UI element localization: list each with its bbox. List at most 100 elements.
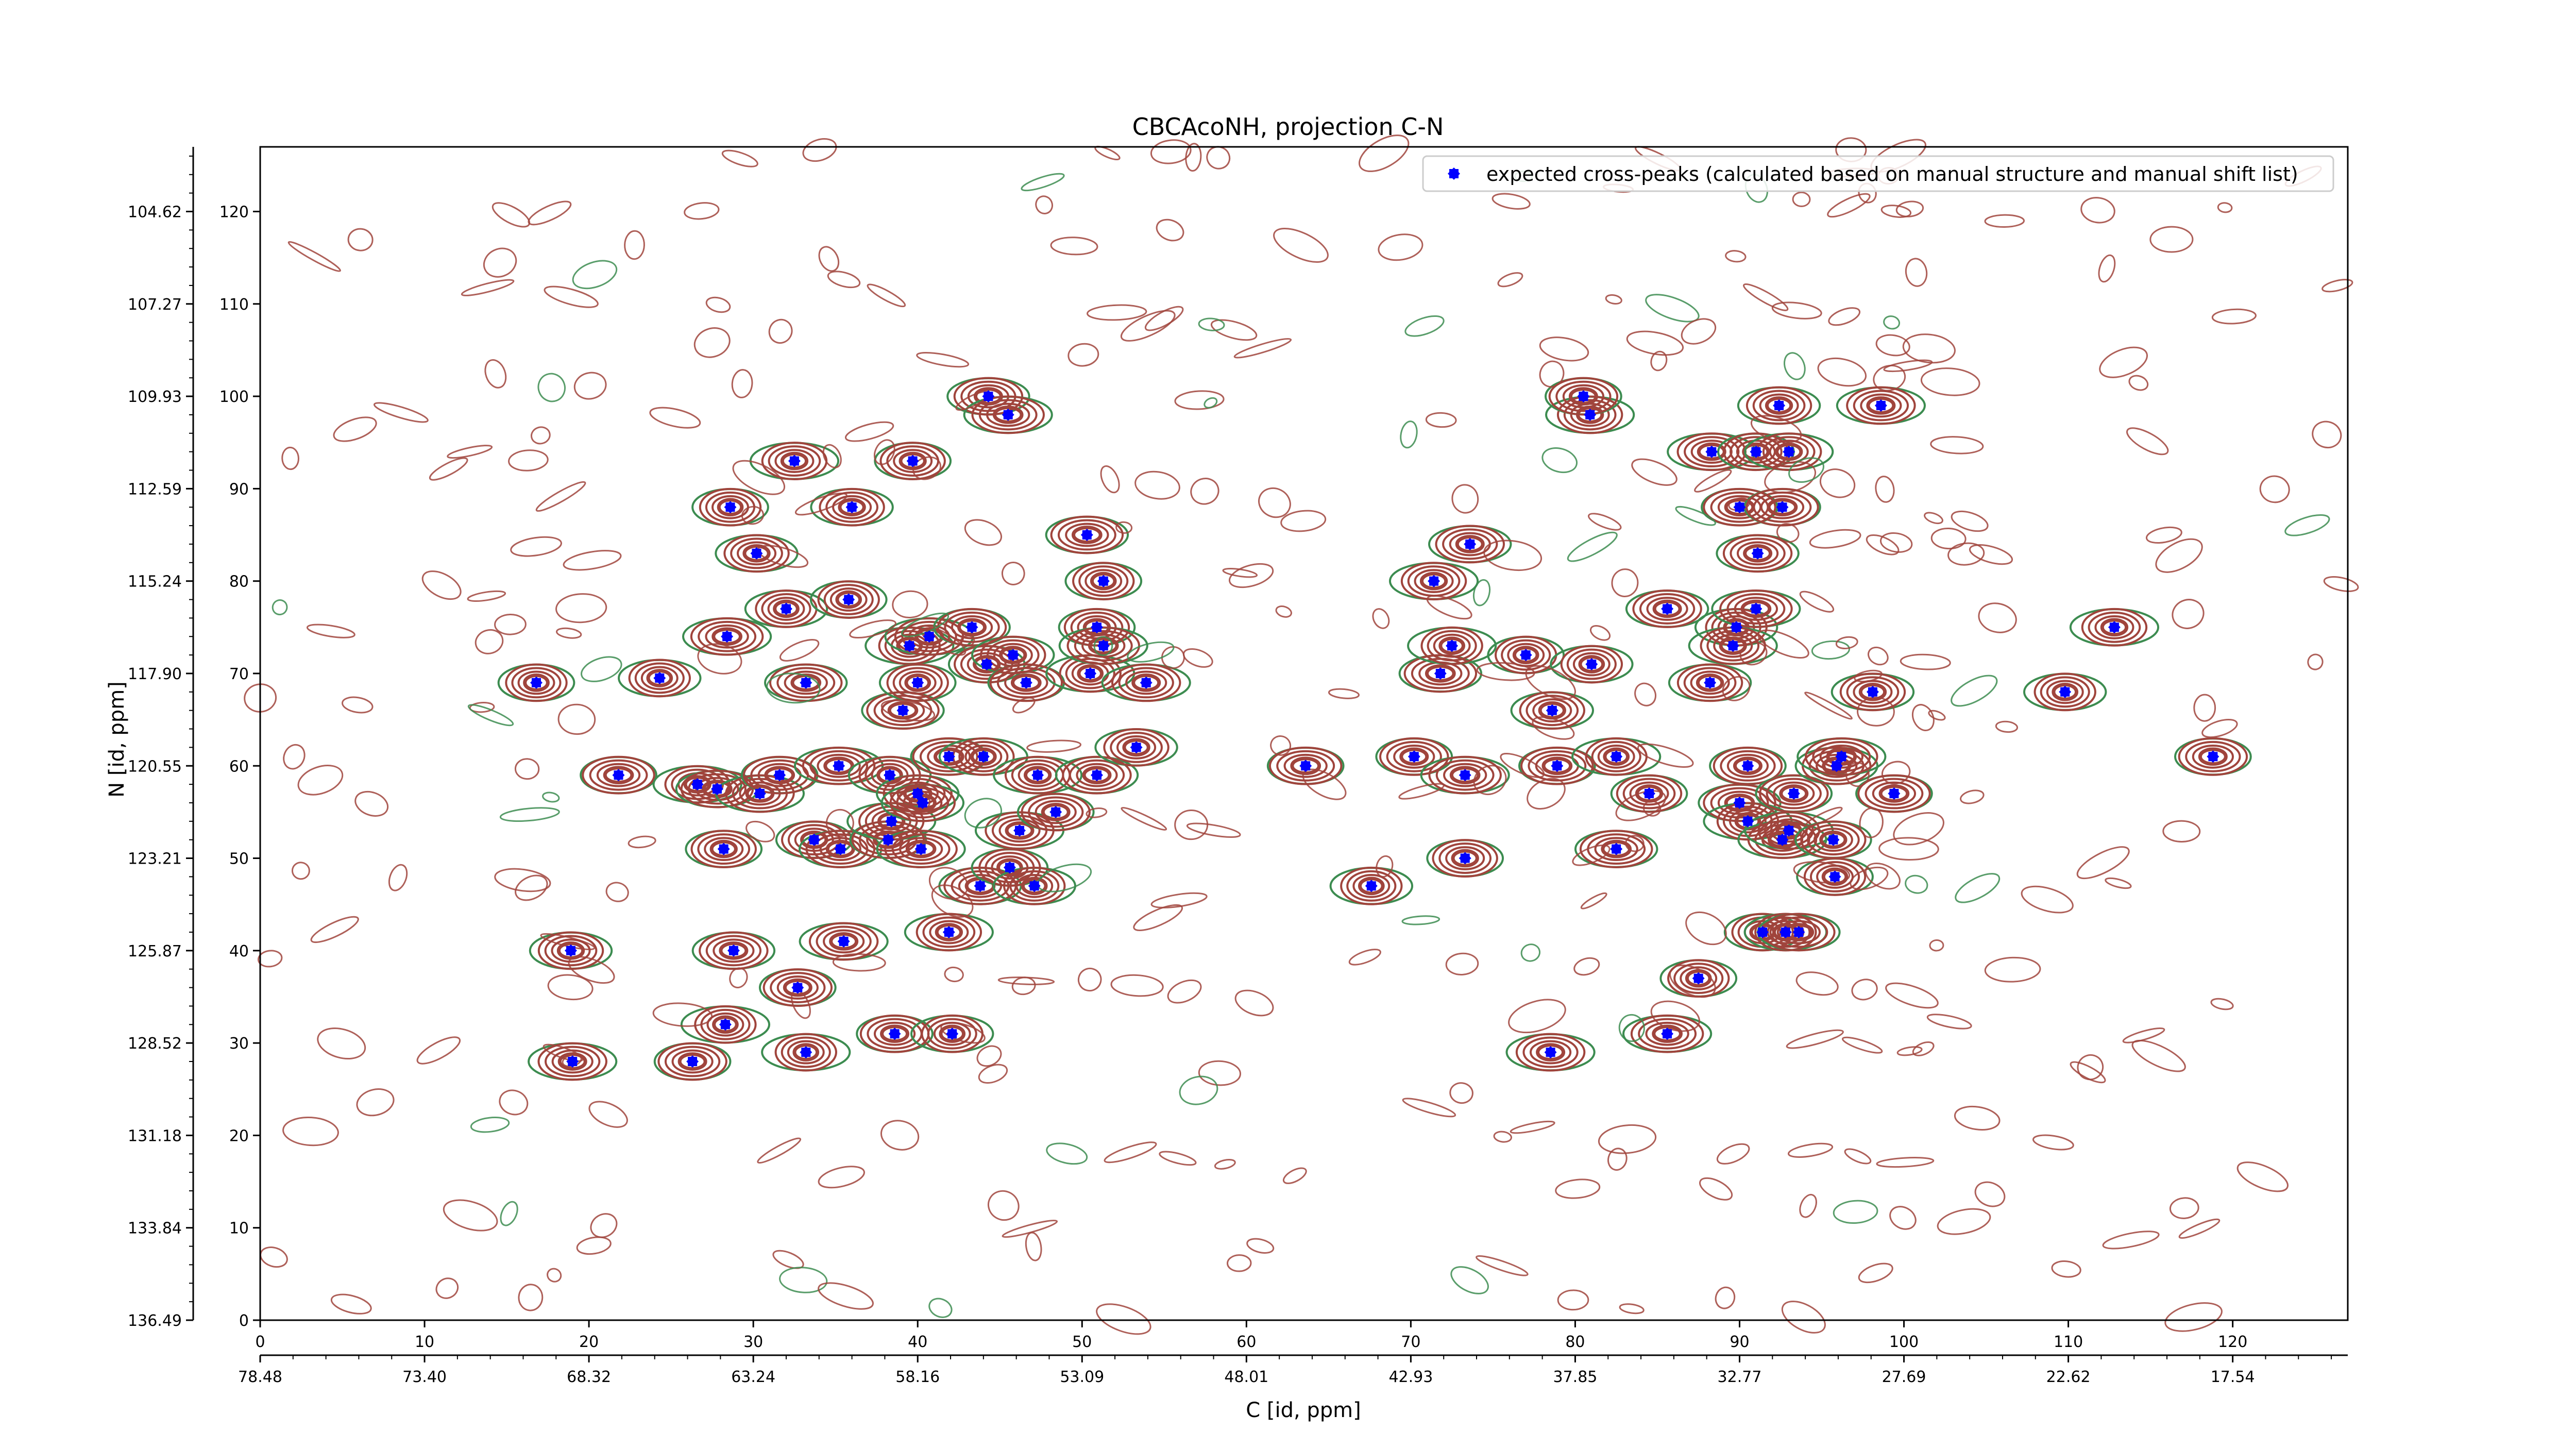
positive-contour-ring [730, 537, 783, 569]
noise-contour [2155, 538, 2203, 573]
positive-contour-ring [1673, 963, 1724, 995]
positive-contour-ring [1074, 630, 1133, 662]
peak-marker-diamond [653, 671, 666, 684]
noise-contour [2164, 1302, 2223, 1332]
peak-contour [1545, 377, 1622, 416]
noise-contour [1179, 1075, 1218, 1105]
x-tick-label: 60 [1236, 1333, 1256, 1351]
peak-contour [758, 968, 837, 1007]
peak-contour [761, 1033, 851, 1072]
positive-contour-ring [704, 837, 744, 861]
noise-contour [1011, 976, 1036, 996]
noise-contour [1120, 310, 1176, 342]
noise-contour [492, 202, 531, 228]
positive-contour-ring [1728, 809, 1767, 834]
peak-marker [1584, 408, 1597, 421]
peak-marker-diamond [1091, 621, 1103, 634]
noise-contour [1819, 468, 1856, 498]
x-tick-label: 80 [1565, 1333, 1585, 1351]
positive-contour-ring [986, 402, 1030, 427]
positive-contour-ring [1806, 824, 1860, 856]
peak-marker-diamond [1792, 926, 1805, 938]
peak-contour [1836, 386, 1926, 425]
positive-contour-ring [517, 670, 555, 695]
peak-marker [1408, 750, 1420, 763]
positive-contour-ring [829, 932, 859, 951]
positive-contour-ring [1268, 746, 1343, 785]
noise-contour [1868, 646, 1889, 666]
positive-contour-ring [664, 1046, 721, 1077]
noise-contour [563, 550, 622, 571]
noise-contour [1605, 294, 1622, 305]
noise-contour [1273, 228, 1329, 263]
peak-contour [653, 1042, 732, 1081]
positive-contour-ring [657, 1042, 727, 1081]
peak-marker [1776, 501, 1789, 514]
positive-contour-ring [1680, 966, 1718, 990]
noise-contour [818, 1166, 865, 1189]
positive-contour-ring [1572, 652, 1611, 677]
noise-contour [484, 359, 507, 389]
noise-contour [1902, 333, 1956, 364]
peak-marker-diamond [842, 593, 855, 606]
x-tick-label: 110 [2054, 1333, 2083, 1351]
peak-marker [750, 547, 763, 560]
positive-contour-ring [1776, 920, 1821, 945]
noise-contour [1445, 952, 1479, 975]
noise-contour [1282, 1167, 1307, 1184]
peak-marker [980, 658, 993, 670]
peak-marker-diamond [833, 760, 845, 772]
x-axis-label: C [id, ppm] [1246, 1399, 1361, 1422]
positive-contour-ring [1703, 783, 1776, 822]
peak-marker-diamond [1828, 870, 1841, 883]
noise-contour [1046, 1142, 1088, 1165]
positive-contour-ring [1629, 781, 1669, 806]
positive-contour-ring [1684, 436, 1740, 468]
peak-marker [982, 390, 995, 403]
noise-contour [283, 744, 306, 770]
noise-contour [514, 758, 540, 780]
noise-contour [416, 1036, 461, 1065]
positive-contour-ring [1451, 849, 1479, 868]
noise-contour [1757, 629, 1809, 659]
peak-marker-diamond [711, 783, 723, 796]
positive-contour-ring [776, 667, 836, 699]
peak-marker [916, 797, 929, 809]
peak-marker [711, 783, 723, 796]
noise-contour [2077, 1054, 2104, 1081]
positive-contour-ring [1563, 399, 1617, 431]
positive-contour-ring [951, 615, 993, 639]
x-ppm-tick-label: 32.77 [1718, 1368, 1762, 1386]
peak-contour [682, 617, 772, 656]
noise-contour [1598, 1124, 1657, 1154]
peak-marker-diamond [1097, 639, 1110, 652]
positive-contour-ring [1713, 633, 1753, 658]
positive-contour-ring [1103, 728, 1170, 767]
peak-contour [878, 663, 957, 702]
positive-contour-ring [761, 593, 811, 625]
peak-marker-diamond [1459, 769, 1471, 782]
peak-marker-diamond [612, 769, 625, 782]
peak-contour [1797, 737, 1887, 776]
contour-layer [244, 134, 2359, 1335]
noise-contour [590, 1213, 618, 1238]
noise-contour [1694, 469, 1732, 493]
peak-marker-diamond [727, 944, 740, 957]
positive-contour-ring [1081, 633, 1126, 658]
noise-contour [1954, 1105, 2001, 1131]
positive-contour-ring [880, 1024, 910, 1043]
noise-contour [1476, 1255, 1529, 1276]
noise-contour [2076, 846, 2130, 880]
noise-contour [2162, 820, 2201, 843]
positive-contour-ring [723, 534, 790, 573]
peak-marker-diamond [1408, 750, 1420, 763]
positive-contour-ring [1696, 673, 1724, 692]
peak-marker-diamond [1434, 667, 1447, 680]
noise-contour [576, 1236, 612, 1255]
positive-contour-ring [2052, 682, 2079, 701]
peak-marker-diamond [788, 454, 801, 467]
peak-marker [653, 671, 666, 684]
positive-contour-ring [628, 659, 691, 698]
y-tick-label: 70 [229, 665, 249, 683]
